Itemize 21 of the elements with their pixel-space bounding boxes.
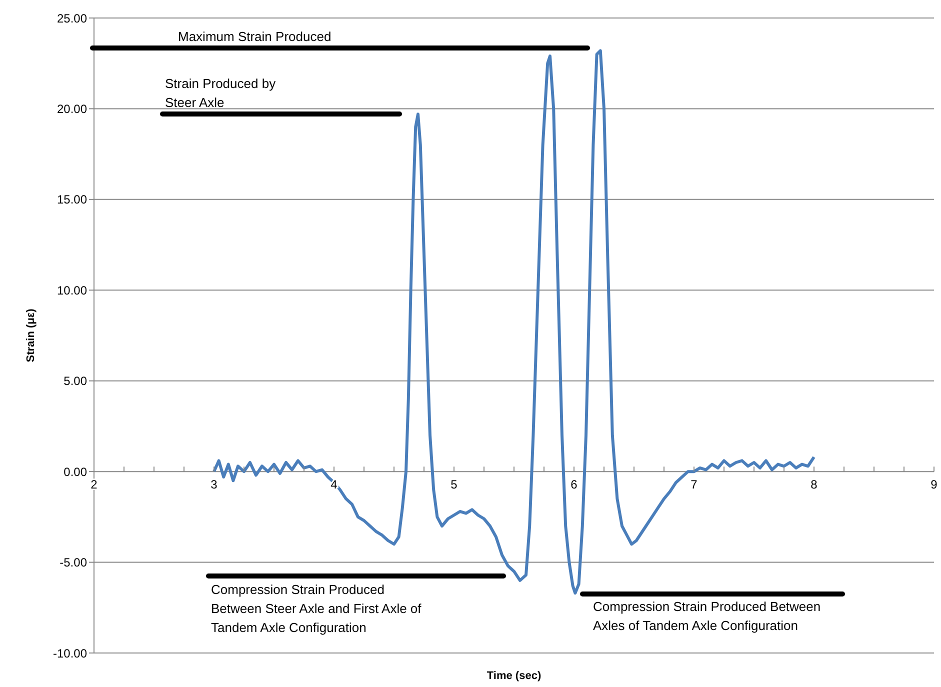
y-tick-label: 15.00 <box>56 192 88 207</box>
y-tick-label: 10.00 <box>56 283 88 298</box>
x-axis-title: Time (sec) <box>486 670 542 682</box>
y-tick-label: -5.00 <box>60 556 88 570</box>
x-tick-label: 9 <box>930 478 938 492</box>
y-tick-label: 0.00 <box>64 464 88 479</box>
y-axis-title: Strain (με) <box>24 308 37 362</box>
annotation: Maximum Strain Produced <box>178 29 332 44</box>
annotation: Strain Produced by Steer Axle <box>165 76 276 110</box>
x-tick-label: 2 <box>90 478 98 492</box>
y-tick-label: 5.00 <box>64 374 88 388</box>
y-tick-label: -10.00 <box>52 646 88 660</box>
x-tick-label: 5 <box>450 478 458 492</box>
annotation: Compression Strain Produced Between Axles of Tandem Axle Configuration <box>593 599 821 633</box>
x-tick-label: 8 <box>810 478 818 492</box>
annotation: Compression Strain Produced Between Steer Axle and First Axle of Tandem Axle Configuration <box>211 582 422 635</box>
x-tick-label: 6 <box>570 478 578 492</box>
x-tick-label: 7 <box>690 478 698 492</box>
y-tick-label: 25.00 <box>56 11 88 26</box>
x-tick-label: 3 <box>210 478 218 492</box>
y-tick-label: 20.00 <box>56 102 88 116</box>
